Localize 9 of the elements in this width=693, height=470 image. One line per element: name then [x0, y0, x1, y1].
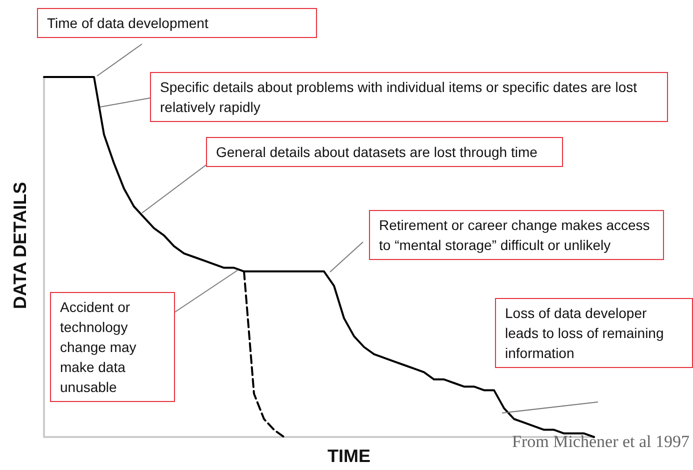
x-axis-title: TIME: [328, 446, 370, 467]
annotation: General details about datasets are lost through time: [206, 137, 563, 167]
annotation: Accident or technology change may make data unusable: [50, 292, 175, 402]
y-axis-title: DATA DETAILS: [10, 181, 31, 309]
text: Time of data development: [37, 8, 317, 38]
annotation: From Michener et al 1997: [512, 432, 690, 452]
annotation: Specific details about problems with individual items or specific dates are lost relatively rapidly: [150, 72, 668, 122]
annotation: Retirement or career change makes access to “mental storage” difficult or unlikely: [369, 210, 664, 260]
annotation: Loss of data developer leads to loss of remaining information: [495, 298, 693, 368]
